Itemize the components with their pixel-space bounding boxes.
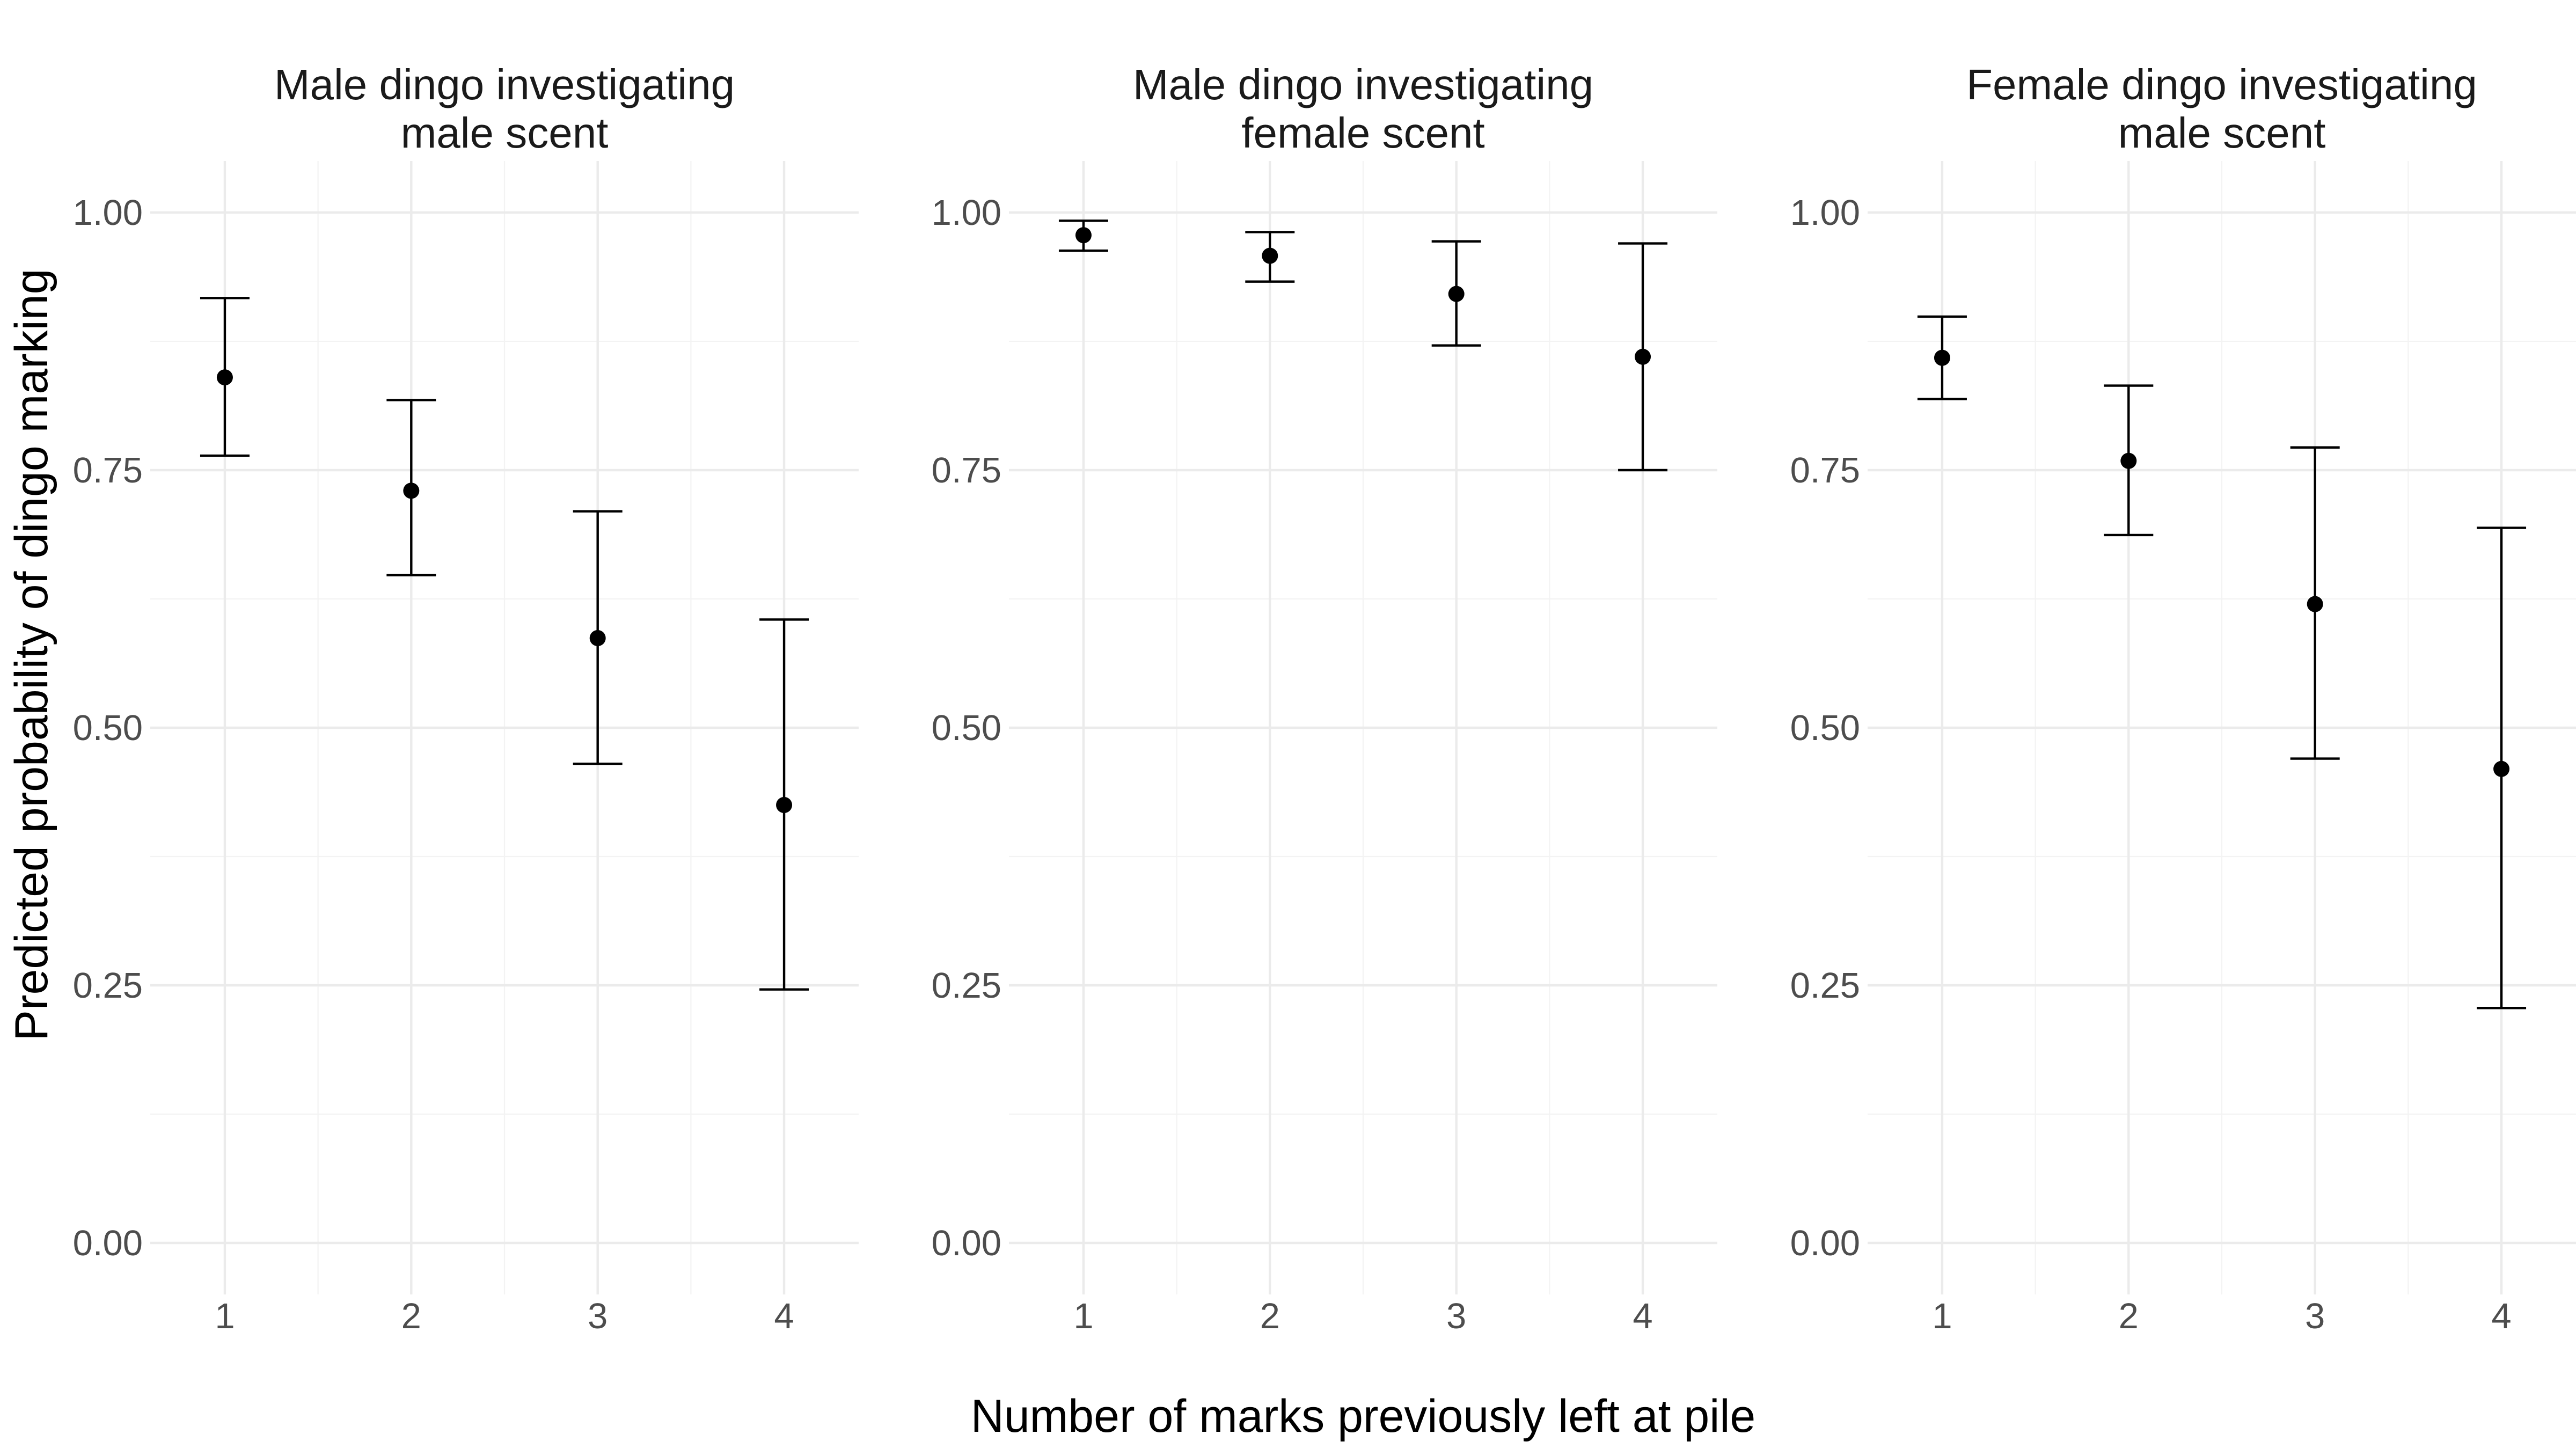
panel-title-line-1: Male dingo investigating	[1133, 61, 1593, 108]
facet-panel-2: 0.00 0.25 0.50 0.75 1.00 1 2 3 4 Male dingo inves…	[932, 61, 1717, 1336]
panel-title-line-2: female scent	[1241, 109, 1485, 157]
y-tick-label: 0.00	[932, 1223, 1001, 1263]
data-point	[1448, 286, 1465, 302]
y-tick-label: 1.00	[73, 193, 143, 233]
x-axis-title: Number of marks previously left at pile	[971, 1391, 1756, 1442]
panel-title-line-1: Female dingo investigating	[1966, 61, 2477, 108]
data-point	[2120, 452, 2137, 469]
y-tick-label: 0.75	[1790, 450, 1860, 491]
panel-title-line-2: male scent	[401, 109, 609, 157]
x-tick-label: 4	[2491, 1296, 2511, 1336]
y-tick-label: 0.75	[932, 450, 1001, 491]
facet-panels: 0.00 0.25 0.50 0.75 1.00 1 2 3 4 Male dingo inves…	[73, 61, 2576, 1336]
facet-panel-1: 0.00 0.25 0.50 0.75 1.00 1 2 3 4 Male dingo inves…	[73, 61, 859, 1336]
y-tick-label: 1.00	[1790, 193, 1860, 233]
x-tick-label: 1	[1932, 1296, 1952, 1336]
y-tick-label: 0.75	[73, 450, 143, 491]
data-point	[216, 369, 233, 386]
panel-title-line-1: Male dingo investigating	[274, 61, 735, 108]
data-point	[2307, 596, 2323, 612]
data-point	[589, 630, 606, 646]
panel-title-line-2: male scent	[2118, 109, 2326, 157]
data-point	[1262, 247, 1278, 264]
y-tick-label: 0.50	[932, 708, 1001, 748]
x-tick-label: 2	[401, 1296, 421, 1336]
x-tick-label: 1	[215, 1296, 235, 1336]
data-point	[776, 797, 793, 813]
y-axis-title: Predicted probability of dingo marking	[6, 269, 57, 1041]
x-tick-label: 2	[2119, 1296, 2139, 1336]
x-tick-label: 2	[1260, 1296, 1280, 1336]
data-point	[1075, 227, 1092, 244]
data-point	[1934, 349, 1950, 366]
y-tick-label: 0.50	[73, 708, 143, 748]
data-point	[403, 482, 420, 499]
y-tick-label: 0.50	[1790, 708, 1860, 748]
x-tick-label: 1	[1073, 1296, 1093, 1336]
facet-panel-3: 0.00 0.25 0.50 0.75 1.00 1 2 3 4 Female dingo inv…	[1790, 61, 2576, 1336]
x-tick-label: 3	[1446, 1296, 1466, 1336]
y-tick-label: 0.25	[73, 965, 143, 1006]
x-tick-label: 3	[2305, 1296, 2325, 1336]
y-tick-label: 0.00	[1790, 1223, 1860, 1263]
y-tick-label: 0.25	[932, 965, 1001, 1006]
x-tick-label: 4	[1633, 1296, 1652, 1336]
x-tick-label: 3	[588, 1296, 608, 1336]
x-tick-label: 4	[774, 1296, 794, 1336]
data-point	[1635, 348, 1651, 365]
y-tick-label: 0.25	[1790, 965, 1860, 1006]
data-point	[2493, 760, 2510, 777]
y-tick-label: 1.00	[932, 193, 1001, 233]
y-tick-label: 0.00	[73, 1223, 143, 1263]
